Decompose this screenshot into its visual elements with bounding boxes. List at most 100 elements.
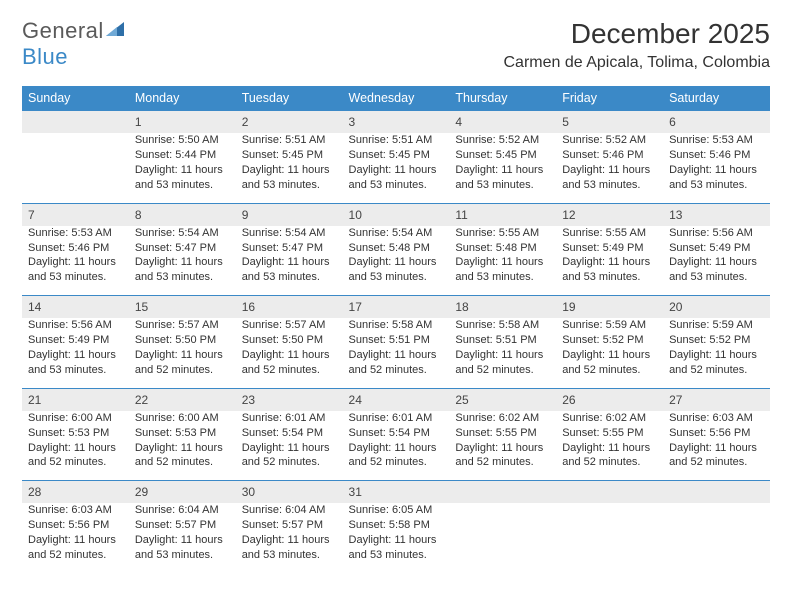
day-content-cell: Sunrise: 5:51 AMSunset: 5:45 PMDaylight:… [343, 133, 450, 203]
sunset-text: Sunset: 5:45 PM [455, 148, 550, 163]
day-number-cell: 12 [556, 203, 663, 226]
day-number-cell: 10 [343, 203, 450, 226]
day1-text: Daylight: 11 hours [455, 163, 550, 178]
sunrise-text: Sunrise: 5:57 AM [135, 318, 230, 333]
sunrise-text: Sunrise: 6:00 AM [135, 411, 230, 426]
day-content-cell: Sunrise: 5:52 AMSunset: 5:45 PMDaylight:… [449, 133, 556, 203]
sunrise-text: Sunrise: 5:58 AM [455, 318, 550, 333]
day-content-cell: Sunrise: 5:52 AMSunset: 5:46 PMDaylight:… [556, 133, 663, 203]
sunset-text: Sunset: 5:46 PM [562, 148, 657, 163]
day-content-cell: Sunrise: 5:57 AMSunset: 5:50 PMDaylight:… [129, 318, 236, 388]
sunset-text: Sunset: 5:51 PM [455, 333, 550, 348]
day-content-cell: Sunrise: 6:03 AMSunset: 5:56 PMDaylight:… [22, 503, 129, 572]
day2-text: and 53 minutes. [349, 548, 444, 563]
day1-text: Daylight: 11 hours [135, 533, 230, 548]
day1-text: Daylight: 11 hours [669, 255, 764, 270]
day-content-cell: Sunrise: 6:01 AMSunset: 5:54 PMDaylight:… [343, 411, 450, 481]
sunset-text: Sunset: 5:51 PM [349, 333, 444, 348]
day1-text: Daylight: 11 hours [28, 441, 123, 456]
day1-text: Daylight: 11 hours [562, 255, 657, 270]
day2-text: and 53 minutes. [349, 178, 444, 193]
logo-text-general: General [22, 18, 104, 43]
day-content-cell [556, 503, 663, 572]
logo-sail-icon [106, 20, 128, 43]
day1-text: Daylight: 11 hours [28, 533, 123, 548]
day-number-row: 14151617181920 [22, 296, 770, 319]
sunrise-text: Sunrise: 6:03 AM [28, 503, 123, 518]
day-content-cell: Sunrise: 6:00 AMSunset: 5:53 PMDaylight:… [22, 411, 129, 481]
sunrise-text: Sunrise: 5:51 AM [349, 133, 444, 148]
day-number-cell: 18 [449, 296, 556, 319]
sunset-text: Sunset: 5:56 PM [669, 426, 764, 441]
day-content-cell: Sunrise: 6:03 AMSunset: 5:56 PMDaylight:… [663, 411, 770, 481]
day2-text: and 53 minutes. [349, 270, 444, 285]
day-content-row: Sunrise: 5:50 AMSunset: 5:44 PMDaylight:… [22, 133, 770, 203]
sunrise-text: Sunrise: 5:54 AM [349, 226, 444, 241]
day1-text: Daylight: 11 hours [455, 441, 550, 456]
day2-text: and 52 minutes. [562, 363, 657, 378]
day2-text: and 52 minutes. [562, 455, 657, 470]
day-content-cell: Sunrise: 5:58 AMSunset: 5:51 PMDaylight:… [449, 318, 556, 388]
day2-text: and 53 minutes. [562, 178, 657, 193]
sunrise-text: Sunrise: 5:56 AM [669, 226, 764, 241]
day2-text: and 52 minutes. [669, 363, 764, 378]
day2-text: and 53 minutes. [562, 270, 657, 285]
day-number-cell: 5 [556, 111, 663, 134]
day-content-cell: Sunrise: 5:54 AMSunset: 5:48 PMDaylight:… [343, 226, 450, 296]
day-number-cell: 1 [129, 111, 236, 134]
day-number-cell: 3 [343, 111, 450, 134]
day-content-cell [22, 133, 129, 203]
day-number-cell: 19 [556, 296, 663, 319]
day1-text: Daylight: 11 hours [669, 348, 764, 363]
sunset-text: Sunset: 5:53 PM [28, 426, 123, 441]
day-number-row: 78910111213 [22, 203, 770, 226]
sunrise-text: Sunrise: 6:03 AM [669, 411, 764, 426]
day-number-cell: 27 [663, 388, 770, 411]
day-number-cell: 26 [556, 388, 663, 411]
logo-text-wrap: General Blue [22, 18, 128, 70]
day-content-cell: Sunrise: 5:57 AMSunset: 5:50 PMDaylight:… [236, 318, 343, 388]
page-title: December 2025 [504, 18, 771, 50]
title-block: December 2025 Carmen de Apicala, Tolima,… [504, 18, 771, 72]
day-number-row: 28293031 [22, 481, 770, 504]
day-number-cell: 4 [449, 111, 556, 134]
day2-text: and 52 minutes. [455, 363, 550, 378]
day2-text: and 52 minutes. [242, 363, 337, 378]
day-content-cell: Sunrise: 5:51 AMSunset: 5:45 PMDaylight:… [236, 133, 343, 203]
day-number-cell: 9 [236, 203, 343, 226]
day-number-cell: 31 [343, 481, 450, 504]
day-content-row: Sunrise: 6:00 AMSunset: 5:53 PMDaylight:… [22, 411, 770, 481]
day1-text: Daylight: 11 hours [349, 533, 444, 548]
weekday-header: Wednesday [343, 86, 450, 111]
day2-text: and 53 minutes. [242, 548, 337, 563]
sunset-text: Sunset: 5:49 PM [28, 333, 123, 348]
day-content-cell: Sunrise: 6:01 AMSunset: 5:54 PMDaylight:… [236, 411, 343, 481]
logo: General Blue [22, 18, 128, 70]
day-content-cell: Sunrise: 5:59 AMSunset: 5:52 PMDaylight:… [556, 318, 663, 388]
day-content-row: Sunrise: 6:03 AMSunset: 5:56 PMDaylight:… [22, 503, 770, 572]
sunrise-text: Sunrise: 5:54 AM [242, 226, 337, 241]
day2-text: and 52 minutes. [242, 455, 337, 470]
day2-text: and 52 minutes. [349, 455, 444, 470]
day1-text: Daylight: 11 hours [455, 348, 550, 363]
day1-text: Daylight: 11 hours [242, 255, 337, 270]
sunset-text: Sunset: 5:50 PM [135, 333, 230, 348]
day2-text: and 52 minutes. [135, 363, 230, 378]
sunset-text: Sunset: 5:53 PM [135, 426, 230, 441]
day-content-cell [449, 503, 556, 572]
day2-text: and 53 minutes. [135, 548, 230, 563]
day-number-cell: 15 [129, 296, 236, 319]
day-number-cell: 23 [236, 388, 343, 411]
day1-text: Daylight: 11 hours [349, 348, 444, 363]
day2-text: and 53 minutes. [28, 363, 123, 378]
day1-text: Daylight: 11 hours [28, 348, 123, 363]
sunrise-text: Sunrise: 6:00 AM [28, 411, 123, 426]
day-number-cell: 28 [22, 481, 129, 504]
sunset-text: Sunset: 5:45 PM [349, 148, 444, 163]
day-number-cell: 8 [129, 203, 236, 226]
day2-text: and 53 minutes. [242, 270, 337, 285]
sunrise-text: Sunrise: 5:58 AM [349, 318, 444, 333]
day1-text: Daylight: 11 hours [28, 255, 123, 270]
day-content-cell: Sunrise: 5:58 AMSunset: 5:51 PMDaylight:… [343, 318, 450, 388]
sunset-text: Sunset: 5:50 PM [242, 333, 337, 348]
